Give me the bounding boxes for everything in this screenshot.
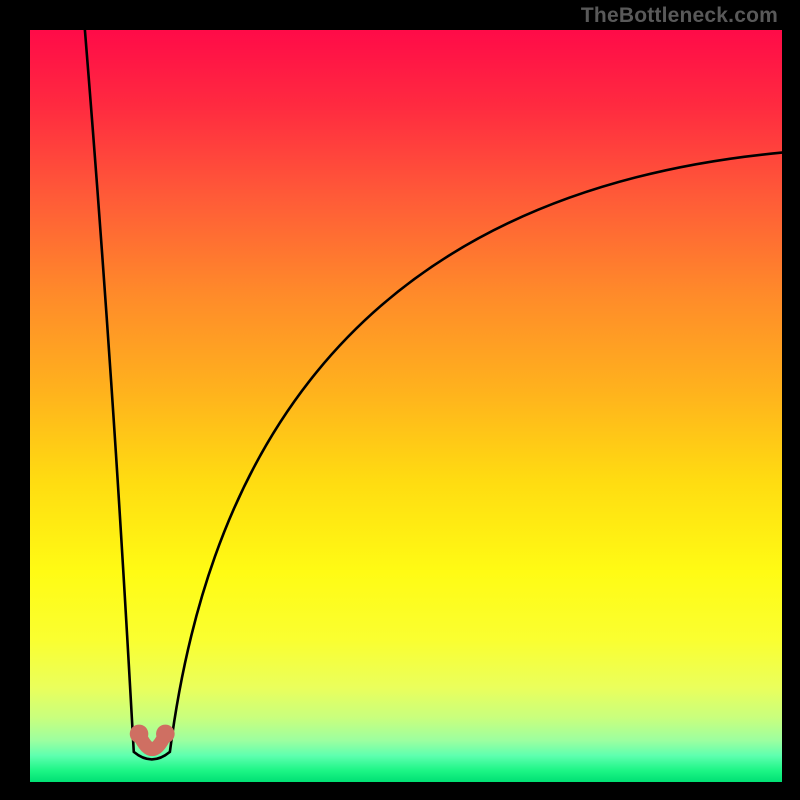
- valley-marker-right: [156, 725, 175, 744]
- plot-background: [30, 30, 782, 782]
- bottleneck-chart-container: TheBottleneck.com: [0, 0, 800, 800]
- bottleneck-chart: [0, 0, 800, 800]
- valley-marker-left: [130, 725, 149, 744]
